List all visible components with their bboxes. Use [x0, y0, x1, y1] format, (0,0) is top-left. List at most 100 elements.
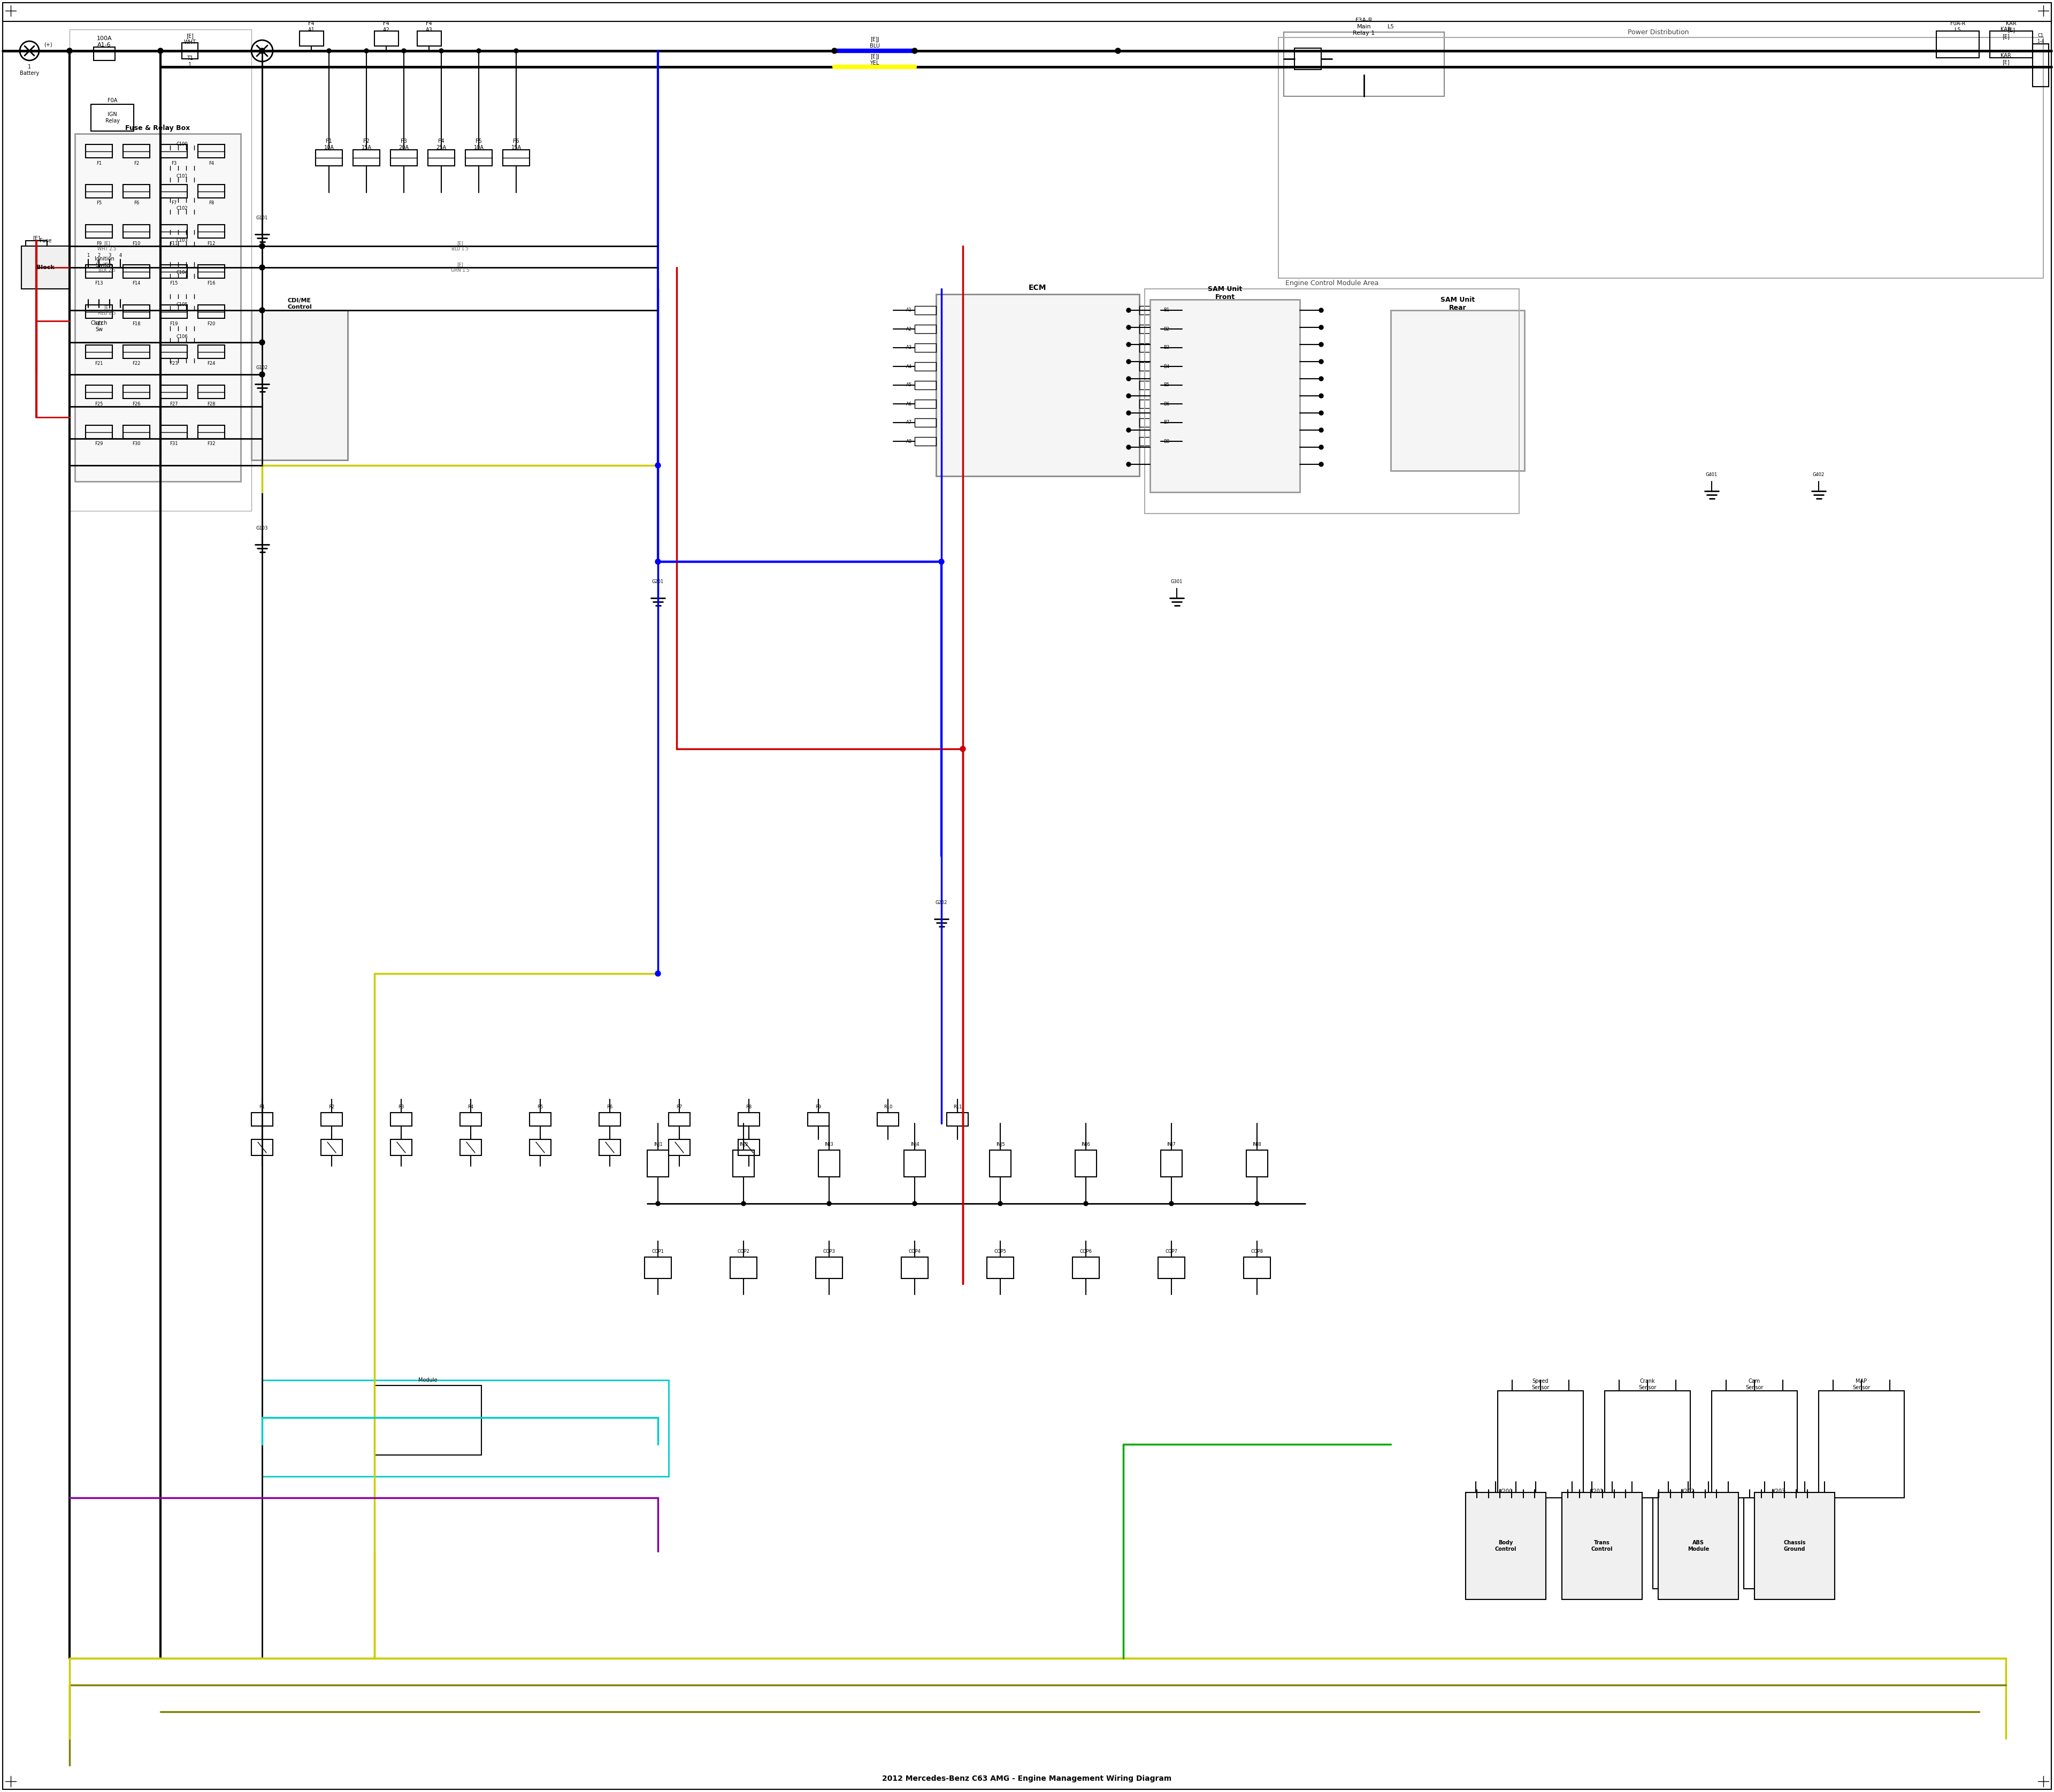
Bar: [374, 30, 398, 47]
Bar: [647, 1150, 670, 1177]
Text: F26: F26: [131, 401, 140, 407]
Bar: [1937, 30, 1980, 57]
Text: F6: F6: [134, 201, 140, 206]
Text: Cam
Sensor: Cam Sensor: [1746, 1378, 1764, 1391]
Bar: [160, 385, 187, 398]
Bar: [197, 145, 224, 158]
Text: COP6: COP6: [1080, 1249, 1093, 1254]
Bar: [600, 1113, 620, 1125]
Text: COP8: COP8: [1251, 1249, 1263, 1254]
Circle shape: [1255, 1201, 1259, 1206]
Circle shape: [259, 265, 265, 271]
Circle shape: [440, 48, 444, 54]
Text: F22: F22: [131, 362, 140, 366]
Bar: [166, 181, 197, 197]
Bar: [1754, 1493, 1834, 1600]
Text: F3A-R
Main
Relay 1: F3A-R Main Relay 1: [1354, 18, 1374, 36]
Circle shape: [1126, 324, 1132, 330]
Text: F32: F32: [207, 441, 216, 446]
Text: KAR
[E]: KAR [E]: [2007, 22, 2017, 32]
Text: 1: 1: [86, 253, 90, 258]
Bar: [123, 145, 150, 158]
Bar: [160, 305, 187, 319]
Bar: [160, 185, 187, 197]
Text: X200: X200: [1499, 1489, 1512, 1495]
Text: F23: F23: [170, 362, 179, 366]
Text: 4: 4: [119, 253, 121, 258]
Bar: [737, 1113, 760, 1125]
Bar: [1140, 324, 1161, 333]
Text: T1
1: T1 1: [187, 56, 193, 68]
Bar: [166, 310, 197, 326]
Circle shape: [477, 48, 481, 54]
Bar: [320, 1140, 343, 1156]
Text: INJ8: INJ8: [1253, 1142, 1261, 1147]
Bar: [1243, 1256, 1269, 1278]
Circle shape: [1126, 444, 1132, 450]
Text: COP4: COP4: [908, 1249, 920, 1254]
Text: F27: F27: [170, 401, 179, 407]
Text: INJ1: INJ1: [653, 1142, 661, 1147]
Text: F15: F15: [170, 281, 179, 287]
Bar: [123, 265, 150, 278]
Text: A7: A7: [906, 419, 912, 425]
Bar: [1497, 1391, 1584, 1498]
Text: F20: F20: [207, 321, 216, 326]
Text: F4
A1: F4 A1: [308, 22, 314, 32]
Text: F16: F16: [207, 281, 216, 287]
Circle shape: [259, 371, 265, 376]
Text: Crank
Sensor: Crank Sensor: [1639, 1378, 1656, 1391]
Bar: [877, 1113, 900, 1125]
Bar: [123, 185, 150, 197]
Bar: [1294, 48, 1321, 70]
Bar: [160, 145, 187, 158]
Text: 1: 1: [29, 65, 31, 70]
Bar: [374, 1385, 481, 1455]
Text: [E]: [E]: [2003, 34, 2009, 39]
Bar: [86, 145, 113, 158]
Bar: [1561, 1498, 1631, 1590]
Circle shape: [259, 308, 265, 314]
Text: G301: G301: [1171, 579, 1183, 584]
Text: F1
10A: F1 10A: [325, 138, 335, 151]
Circle shape: [1126, 360, 1132, 364]
Bar: [1391, 310, 1524, 471]
Circle shape: [1126, 342, 1132, 346]
Circle shape: [655, 971, 661, 977]
Bar: [1658, 1493, 1738, 1600]
Text: COP3: COP3: [824, 1249, 836, 1254]
Bar: [1247, 1150, 1267, 1177]
Text: Block: Block: [37, 265, 55, 271]
Text: C106: C106: [177, 335, 187, 339]
Circle shape: [959, 745, 965, 751]
Text: 100A
A1-6: 100A A1-6: [97, 36, 113, 48]
Text: INJ5: INJ5: [996, 1142, 1004, 1147]
Text: F8: F8: [210, 201, 214, 206]
Bar: [914, 362, 937, 371]
Text: [E]
BLU 1.5: [E] BLU 1.5: [452, 240, 468, 251]
Text: F3
20A: F3 20A: [398, 138, 409, 151]
Bar: [1990, 30, 2033, 57]
Bar: [990, 1150, 1011, 1177]
Bar: [353, 151, 380, 167]
Circle shape: [364, 48, 368, 54]
Text: R9: R9: [815, 1106, 822, 1109]
Text: G102: G102: [257, 366, 269, 371]
Bar: [86, 385, 113, 398]
Bar: [460, 1140, 481, 1156]
Text: F6
15A: F6 15A: [511, 138, 522, 151]
Text: COP2: COP2: [737, 1249, 750, 1254]
Bar: [86, 425, 113, 439]
Bar: [263, 1380, 670, 1477]
Text: Fuse: Fuse: [39, 238, 51, 244]
Text: F2
15A: F2 15A: [362, 138, 372, 151]
Bar: [251, 310, 347, 461]
Bar: [1604, 1391, 1690, 1498]
Text: [E]
GRN 1.5: [E] GRN 1.5: [450, 262, 468, 272]
Text: F19: F19: [170, 321, 179, 326]
Bar: [123, 385, 150, 398]
Text: F1: F1: [97, 161, 101, 165]
Text: [E]J
YEL: [E]J YEL: [871, 54, 879, 66]
Circle shape: [1319, 394, 1323, 398]
Circle shape: [998, 1201, 1002, 1206]
